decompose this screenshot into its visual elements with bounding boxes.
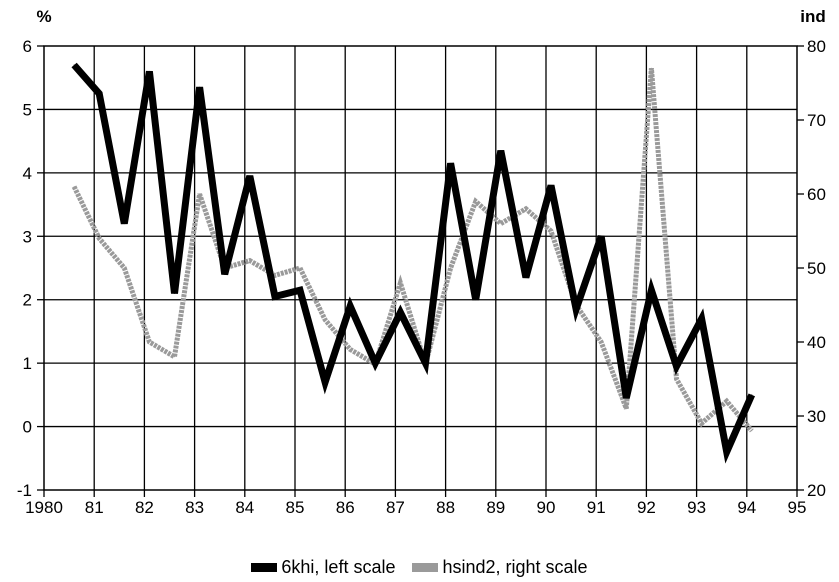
data-point-6khi <box>525 277 527 279</box>
data-point-hsind2 <box>174 356 176 358</box>
legend-swatch-hsind2 <box>412 563 439 572</box>
data-point-hsind2 <box>676 378 678 380</box>
data-point-hsind2 <box>98 237 100 239</box>
data-point-hsind2 <box>399 282 401 284</box>
data-point-6khi <box>425 362 427 364</box>
x-tick-label: 91 <box>587 498 606 517</box>
legend: 6khi, left scale hsind2, right scale <box>0 556 839 578</box>
data-point-hsind2 <box>550 230 552 232</box>
data-point-hsind2 <box>726 400 728 402</box>
right-tick-label: 30 <box>807 407 826 426</box>
left-tick-label: 0 <box>23 418 32 437</box>
data-point-6khi <box>349 305 351 307</box>
data-point-hsind2 <box>274 274 276 276</box>
data-point-hsind2 <box>249 260 251 262</box>
tick-labels: 1980 81 82 83 84 85 86 87 88 89 90 91 92 93 94 95 -1 0 1 2 3… <box>17 37 826 517</box>
legend-label-6khi: 6khi, left scale <box>281 557 396 577</box>
data-point-6khi <box>199 86 201 88</box>
data-point-hsind2 <box>701 422 703 424</box>
data-point-6khi <box>550 185 552 187</box>
x-tick-label: 1980 <box>25 498 63 517</box>
series-line-hsind2 <box>71 67 754 433</box>
data-point-6khi <box>324 381 326 383</box>
left-tick-label: 3 <box>23 227 32 246</box>
data-point-6khi <box>123 223 125 225</box>
legend-swatch-6khi <box>251 563 278 572</box>
data-point-hsind2 <box>525 208 527 210</box>
data-point-6khi <box>701 318 703 320</box>
data-point-6khi <box>600 235 602 237</box>
data-point-6khi <box>751 394 753 396</box>
data-point-hsind2 <box>500 223 502 225</box>
plot-frame <box>43 45 798 491</box>
data-point-hsind2 <box>625 408 627 410</box>
x-tick-label: 92 <box>637 498 656 517</box>
x-tick-label: 95 <box>788 498 807 517</box>
data-point-hsind2 <box>450 267 452 269</box>
legend-item-6khi: 6khi, left scale <box>251 557 395 578</box>
left-tick-label: 2 <box>23 291 32 310</box>
x-tick-label: 93 <box>687 498 706 517</box>
left-tick-label: -1 <box>17 481 32 500</box>
right-tick-label: 60 <box>807 185 826 204</box>
data-point-hsind2 <box>600 341 602 343</box>
right-axis-unit: ind <box>800 7 826 26</box>
x-tick-label: 86 <box>336 498 355 517</box>
series-lines <box>71 62 756 464</box>
data-point-6khi <box>500 150 502 152</box>
data-point-6khi <box>575 308 577 310</box>
legend-item-hsind2: hsind2, right scale <box>412 557 588 578</box>
x-tick-label: 90 <box>537 498 556 517</box>
series-line-6khi <box>71 62 756 464</box>
data-point-hsind2 <box>73 186 75 188</box>
data-point-6khi <box>726 451 728 453</box>
x-tick-label: 88 <box>436 498 455 517</box>
data-point-6khi <box>399 311 401 313</box>
right-tick-label: 20 <box>807 481 826 500</box>
x-tick-label: 85 <box>286 498 305 517</box>
data-point-hsind2 <box>123 267 125 269</box>
data-point-6khi <box>73 64 75 66</box>
x-tick-label: 81 <box>85 498 104 517</box>
data-point-hsind2 <box>475 200 477 202</box>
right-tick-label: 70 <box>807 111 826 130</box>
left-axis-unit: % <box>36 7 51 26</box>
data-point-6khi <box>174 292 176 294</box>
data-point-hsind2 <box>650 67 652 69</box>
data-point-hsind2 <box>751 430 753 432</box>
left-tick-label: 6 <box>23 37 32 56</box>
data-point-6khi <box>224 273 226 275</box>
x-tick-label: 82 <box>135 498 154 517</box>
data-point-6khi <box>249 175 251 177</box>
data-point-6khi <box>374 362 376 364</box>
x-tick-label: 83 <box>185 498 204 517</box>
x-tick-label: 84 <box>235 498 254 517</box>
data-point-6khi <box>676 365 678 367</box>
right-tick-label: 50 <box>807 259 826 278</box>
right-tick-label: 40 <box>807 333 826 352</box>
data-point-6khi <box>475 299 477 301</box>
x-tick-label: 87 <box>386 498 405 517</box>
x-tick-label: 89 <box>486 498 505 517</box>
data-point-hsind2 <box>199 193 201 195</box>
data-point-6khi <box>450 162 452 164</box>
x-tick-label: 94 <box>737 498 756 517</box>
left-tick-label: 5 <box>23 100 32 119</box>
data-point-hsind2 <box>299 267 301 269</box>
data-point-6khi <box>98 93 100 95</box>
data-point-6khi <box>650 289 652 291</box>
data-point-hsind2 <box>349 348 351 350</box>
data-point-hsind2 <box>324 319 326 321</box>
data-point-6khi <box>274 296 276 298</box>
left-tick-label: 4 <box>23 164 32 183</box>
legend-label-hsind2: hsind2, right scale <box>442 557 588 577</box>
right-tick-label: 80 <box>807 37 826 56</box>
data-point-6khi <box>625 397 627 399</box>
data-point-6khi <box>299 289 301 291</box>
data-point-6khi <box>148 70 150 72</box>
data-point-hsind2 <box>148 341 150 343</box>
left-tick-label: 1 <box>23 354 32 373</box>
